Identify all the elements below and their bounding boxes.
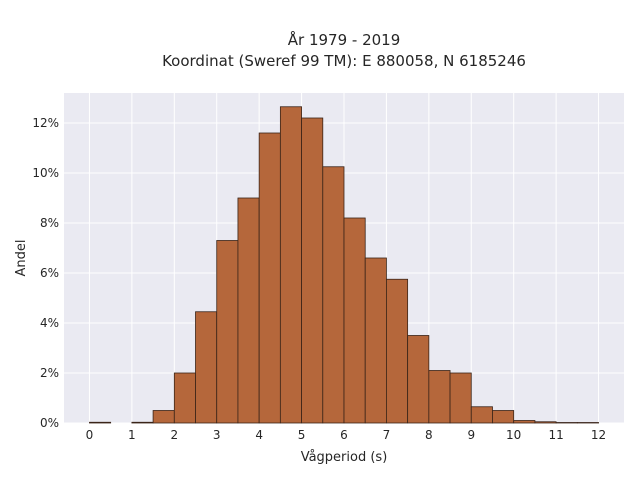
histogram-bar xyxy=(131,421,154,424)
x-tick-label: 4 xyxy=(255,428,263,442)
histogram-bar xyxy=(195,311,218,424)
x-axis-label: Vågperiod (s) xyxy=(301,450,388,465)
x-tick-label: 10 xyxy=(506,428,521,442)
y-axis-label: Andel xyxy=(14,240,29,277)
histogram-bar xyxy=(428,370,451,424)
histogram-bar xyxy=(513,420,536,424)
y-tick-label: 4% xyxy=(40,316,59,330)
x-tick-label: 1 xyxy=(128,428,136,442)
histogram-bar xyxy=(343,217,366,424)
histogram-bar xyxy=(492,410,515,424)
x-tick-label: 3 xyxy=(213,428,221,442)
chart-title-line2: Koordinat (Sweref 99 TM): E 880058, N 61… xyxy=(162,52,526,70)
histogram-bar xyxy=(301,117,324,424)
histogram-bar xyxy=(152,410,175,424)
y-tick-label: 0% xyxy=(40,416,59,430)
x-tick-label: 7 xyxy=(383,428,391,442)
histogram-bar xyxy=(364,257,387,424)
histogram-bar xyxy=(216,240,239,424)
histogram-bar xyxy=(386,278,409,424)
histogram-bar xyxy=(555,422,578,424)
histogram-bar xyxy=(576,422,599,424)
x-tick-label: 0 xyxy=(86,428,94,442)
y-tick-label: 2% xyxy=(40,366,59,380)
histogram-bar xyxy=(449,372,472,424)
histogram-bars xyxy=(89,106,599,424)
chart-title-line1: År 1979 - 2019 xyxy=(288,30,401,49)
y-tick-label: 12% xyxy=(32,116,59,130)
x-tick-label: 6 xyxy=(340,428,348,442)
x-tick-label: 8 xyxy=(425,428,433,442)
x-tick-label: 11 xyxy=(548,428,563,442)
histogram-bar xyxy=(407,335,430,424)
histogram-bar xyxy=(534,421,557,424)
y-tick-label: 6% xyxy=(40,266,59,280)
histogram-bar xyxy=(322,166,345,424)
histogram-bar xyxy=(173,372,196,424)
histogram-bar xyxy=(279,106,302,424)
x-tick-label: 2 xyxy=(170,428,178,442)
y-axis-ticks: 0% 2% 4% 6% 8% 10% 12% xyxy=(32,116,59,430)
y-tick-label: 8% xyxy=(40,216,59,230)
x-axis-ticks: 0 1 2 3 4 5 6 7 8 9 10 11 12 xyxy=(86,428,607,442)
histogram-bar xyxy=(470,406,493,424)
x-tick-label: 12 xyxy=(591,428,606,442)
x-tick-label: 9 xyxy=(467,428,475,442)
histogram-bar xyxy=(237,197,260,424)
x-tick-label: 5 xyxy=(298,428,306,442)
y-tick-label: 10% xyxy=(32,166,59,180)
histogram-bar xyxy=(258,132,281,424)
histogram-bar xyxy=(89,421,112,424)
